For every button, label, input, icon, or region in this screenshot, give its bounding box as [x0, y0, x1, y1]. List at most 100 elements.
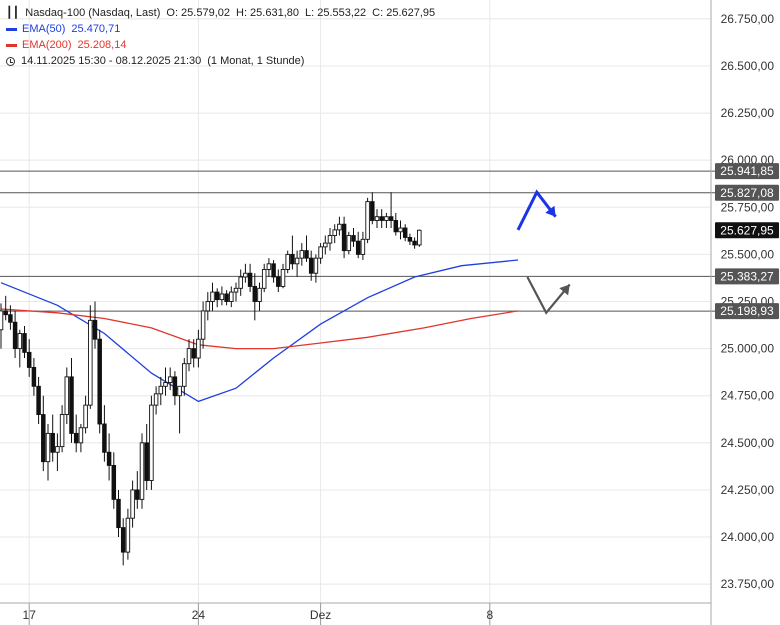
candle-body — [318, 246, 323, 259]
candle — [290, 235, 295, 270]
candle-body — [3, 310, 8, 316]
candle-body — [8, 314, 13, 323]
candle-body — [365, 201, 370, 240]
candle-body — [299, 250, 305, 259]
y-tick-label: 24.000,00 — [721, 530, 775, 544]
candle-body — [12, 321, 18, 350]
x-tick-label: Dez — [310, 608, 331, 622]
candle-body — [332, 229, 337, 236]
candle — [299, 243, 305, 266]
candle-body — [45, 432, 51, 463]
candle — [252, 273, 258, 321]
candle-body — [276, 276, 281, 287]
level-label: 25.827,08 — [720, 186, 774, 200]
ema200-swatch — [6, 43, 17, 47]
ema200-label: EMA(200) — [22, 39, 72, 51]
candle — [158, 376, 164, 406]
candle-body — [294, 257, 300, 265]
candle-body — [355, 240, 361, 255]
candle-body — [167, 376, 173, 383]
candle — [106, 433, 112, 481]
legend-ema200-row: EMA(200) 25.208,14 — [6, 37, 441, 53]
legend-ema50-row: EMA(50) 25.470,71 — [6, 21, 441, 37]
low-value: L: 25.553,22 — [305, 7, 367, 19]
y-tick-label: 25.000,00 — [721, 342, 775, 356]
candle — [55, 433, 60, 472]
candle — [182, 358, 187, 396]
candle-body — [398, 227, 403, 233]
level-badge — [715, 268, 779, 285]
y-tick-label: 25.500,00 — [721, 247, 775, 261]
level-label: 25.198,93 — [720, 304, 774, 318]
candle-body — [55, 446, 60, 453]
candle-body — [247, 272, 253, 287]
candle-body — [327, 235, 333, 244]
ema-lines — [0, 259, 519, 403]
candle — [219, 286, 225, 306]
candle — [379, 209, 384, 229]
ema50-label: EMA(50) — [22, 23, 66, 35]
candle-body — [257, 287, 262, 302]
period-label: (1 Monat, 1 Stunde) — [207, 55, 305, 67]
candle-body — [196, 338, 201, 359]
candle-body — [0, 310, 4, 331]
candle-body — [106, 451, 112, 466]
horizontal-levels[interactable] — [0, 170, 715, 312]
candle-body — [379, 216, 384, 221]
candle — [41, 395, 46, 472]
level-label: 25.383,27 — [720, 269, 774, 283]
y-tick-label: 26.250,00 — [721, 106, 775, 120]
candle — [214, 288, 220, 308]
candle-body — [341, 223, 347, 252]
candle-body — [144, 442, 149, 481]
candle — [257, 282, 262, 311]
candle — [17, 329, 23, 368]
candle — [360, 231, 366, 261]
candle — [177, 385, 182, 434]
candle — [3, 295, 8, 321]
ema50-line — [0, 259, 519, 403]
candle — [130, 480, 135, 528]
candle-body — [219, 293, 225, 301]
candle-body — [412, 240, 417, 246]
candle-body — [41, 414, 46, 463]
candle-body — [323, 242, 328, 248]
candle — [73, 414, 79, 453]
candle — [186, 339, 192, 372]
candle — [116, 489, 121, 538]
candle-body — [172, 376, 178, 397]
candle-body — [139, 442, 145, 500]
candle — [196, 329, 201, 368]
candle — [313, 254, 319, 283]
candle — [351, 228, 356, 247]
candle — [393, 212, 399, 236]
candle-body — [102, 423, 107, 453]
candle — [135, 471, 140, 509]
candle-body — [177, 385, 182, 397]
candle — [64, 367, 70, 424]
candle-body — [200, 310, 206, 340]
x-tick-label: 17 — [23, 608, 37, 622]
clock-icon — [6, 56, 15, 66]
candle — [200, 301, 206, 349]
candle — [233, 282, 239, 302]
date-range: 14.11.2025 15:30 - 08.12.2025 21:30 — [21, 55, 202, 67]
ema200-value: 25.208,14 — [77, 39, 127, 51]
x-tick-label: 24 — [192, 608, 206, 622]
candle-body — [116, 498, 121, 529]
candle-body — [393, 220, 399, 233]
ema50-swatch — [6, 27, 17, 31]
candle — [144, 423, 149, 490]
candle-body — [214, 291, 220, 301]
candle — [139, 433, 145, 509]
candle-body — [224, 293, 229, 302]
y-tick-label: 26.750,00 — [721, 12, 775, 26]
candle — [45, 423, 51, 481]
scenario-arrows — [516, 189, 571, 315]
candle — [384, 212, 389, 229]
candle — [59, 405, 65, 453]
candle — [261, 263, 267, 293]
candle-body — [233, 287, 239, 293]
candle — [271, 260, 276, 283]
